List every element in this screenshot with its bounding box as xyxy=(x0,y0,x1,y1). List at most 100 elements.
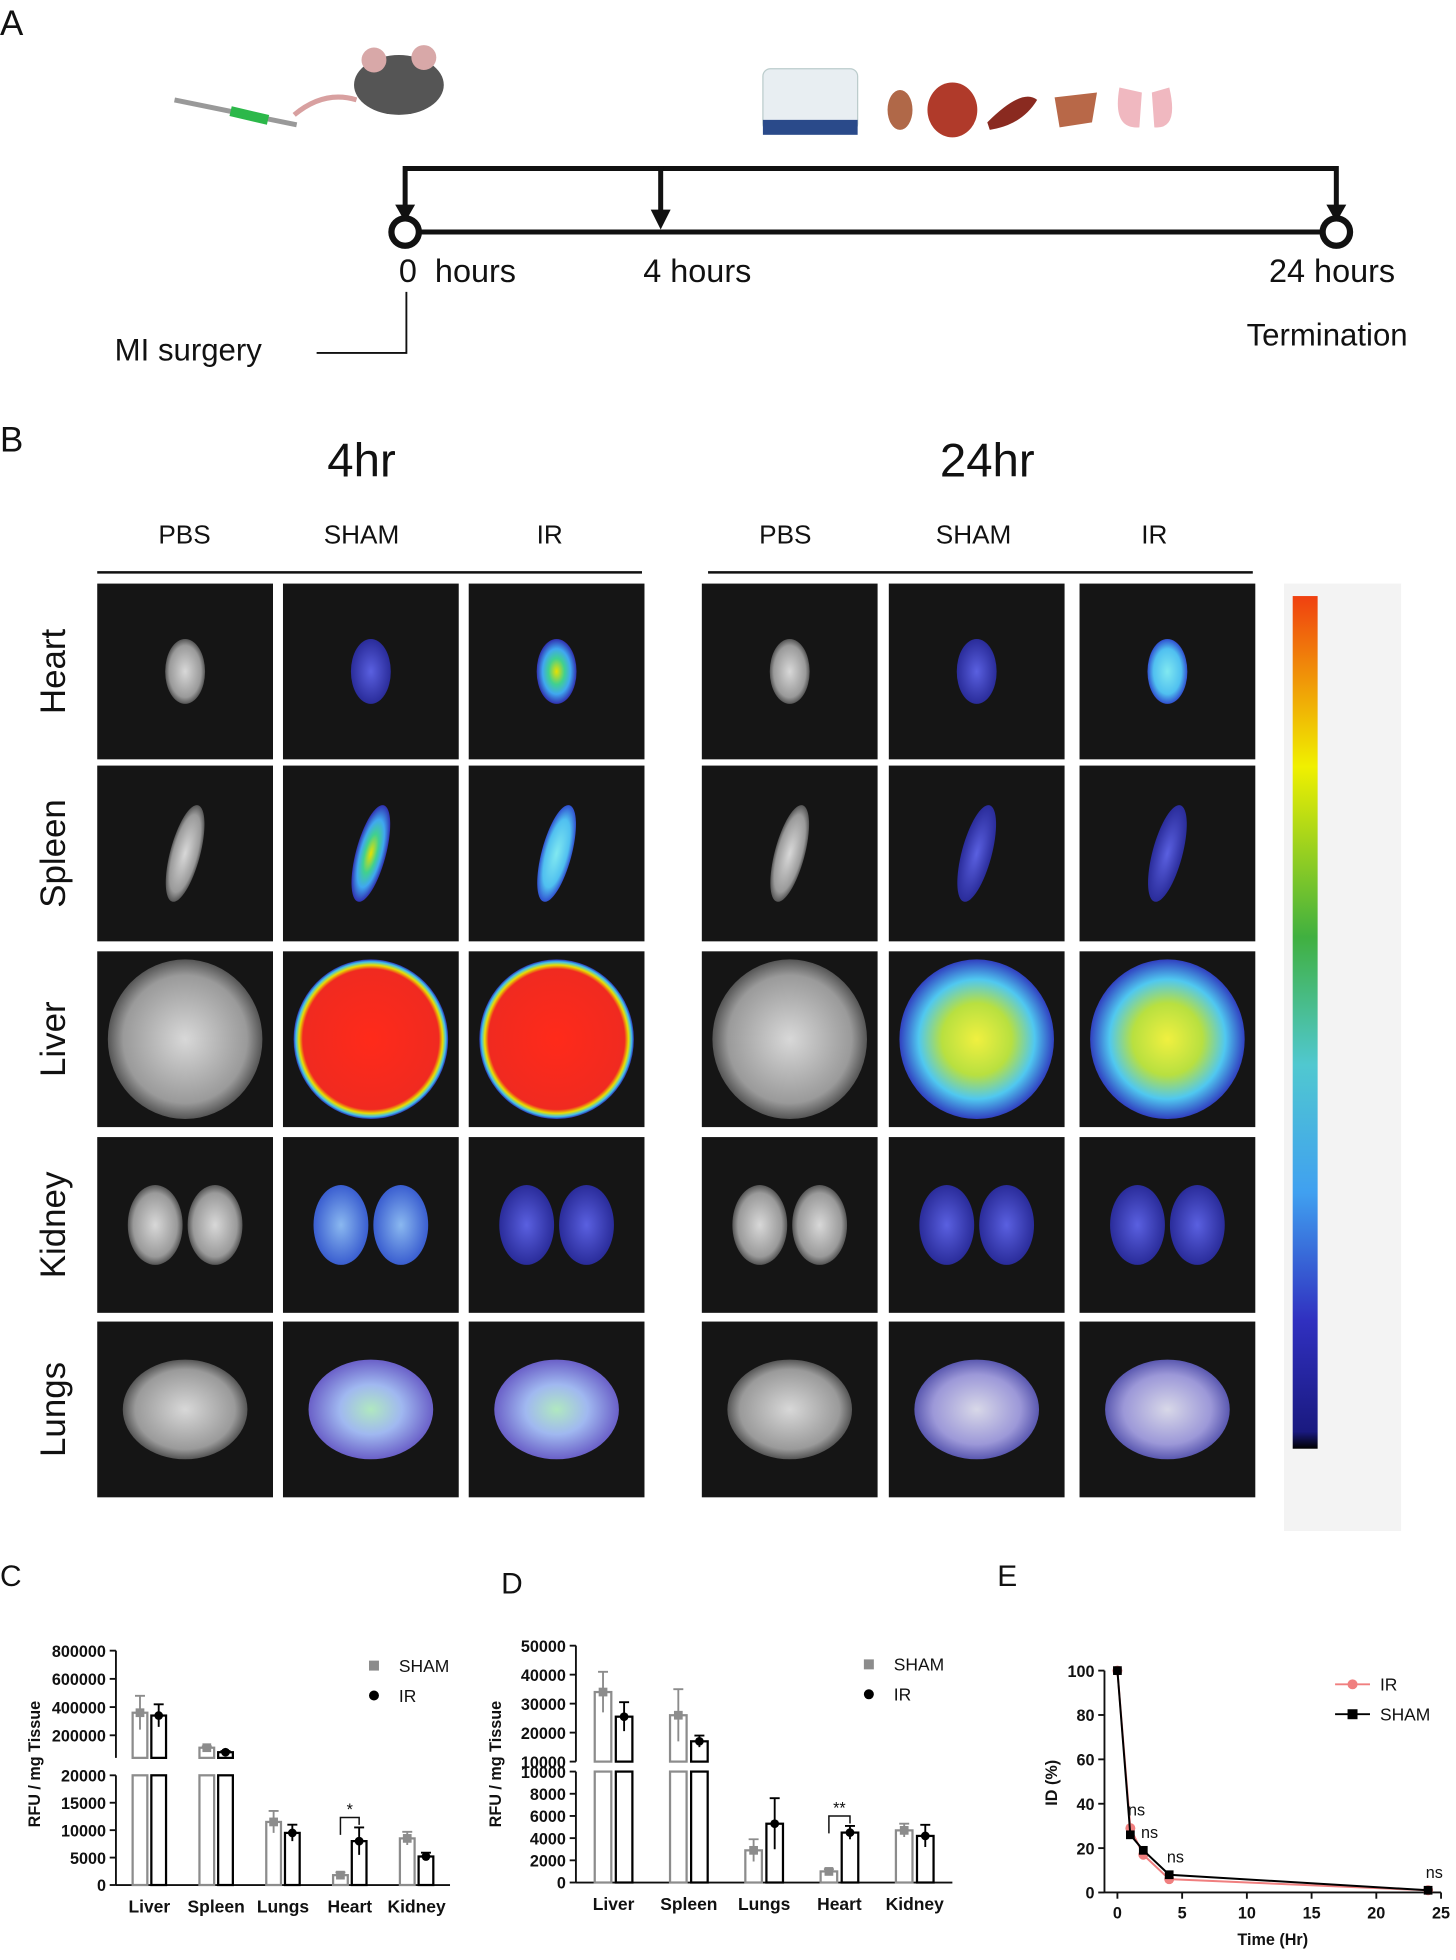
mean-marker xyxy=(269,1817,278,1827)
legend-marker xyxy=(368,1690,379,1701)
x-tick-label: Lungs xyxy=(257,1896,309,1916)
column-label: PBS xyxy=(158,520,210,550)
organ xyxy=(479,959,634,1119)
organ xyxy=(979,1185,1035,1265)
significance-label: ** xyxy=(833,1799,846,1817)
bar xyxy=(668,1770,688,1884)
organ xyxy=(899,959,1054,1119)
y-tick-label: 8000 xyxy=(530,1786,566,1804)
panel-label: A xyxy=(0,4,24,43)
y-tick-label: 40000 xyxy=(521,1667,566,1685)
organ xyxy=(165,805,205,902)
bar xyxy=(689,1770,709,1884)
y-tick-label: 20000 xyxy=(61,1768,106,1786)
organ xyxy=(1169,1185,1225,1265)
mean-marker xyxy=(402,1834,412,1843)
point xyxy=(1138,1845,1148,1855)
organ-image xyxy=(468,1137,645,1313)
significance-label: * xyxy=(347,1801,354,1819)
row-label: Liver xyxy=(34,1001,73,1077)
significance-bracket xyxy=(339,1816,360,1835)
x-tick-label: Spleen xyxy=(660,1894,717,1914)
x-tick-label: Kidney xyxy=(388,1896,446,1916)
charts: 0500010000150002000020000040000060000080… xyxy=(26,1638,1450,1949)
mean-marker xyxy=(354,1836,364,1846)
organ xyxy=(165,639,206,704)
organ xyxy=(293,959,449,1119)
x-tick-label: Heart xyxy=(327,1896,372,1916)
y-tick-label: 2000 xyxy=(530,1853,566,1871)
bar xyxy=(593,1770,613,1884)
organ xyxy=(1148,805,1187,902)
row-label: Lungs xyxy=(34,1362,73,1457)
y-tick-label: 0 xyxy=(97,1877,106,1895)
significance-label: ns xyxy=(1141,1824,1158,1842)
organ xyxy=(770,805,810,902)
x-axis-label: Time (Hr) xyxy=(1237,1931,1308,1949)
mean-marker xyxy=(154,1711,164,1720)
mean-marker xyxy=(287,1828,297,1838)
significance-label: ns xyxy=(1167,1848,1184,1866)
organ xyxy=(792,1185,848,1265)
organ xyxy=(127,1185,183,1265)
timeline-art xyxy=(174,45,1354,354)
mean-marker xyxy=(202,1743,212,1753)
y-tick-label: 200000 xyxy=(52,1728,106,1746)
organ xyxy=(187,1185,243,1265)
legend-label: IR xyxy=(1380,1675,1397,1695)
x-tick-label: 5 xyxy=(1178,1905,1187,1923)
point xyxy=(1125,1830,1135,1840)
panel-label: E xyxy=(997,1560,1017,1593)
mean-marker xyxy=(845,1828,855,1837)
organ-image xyxy=(888,1137,1065,1313)
column-label: SHAM xyxy=(324,520,400,550)
x-tick-label: Kidney xyxy=(886,1894,944,1914)
organ xyxy=(350,639,391,704)
organ xyxy=(122,1359,248,1460)
x-tick-label: Liver xyxy=(128,1896,170,1916)
point xyxy=(1164,1870,1174,1880)
row-label: Heart xyxy=(34,629,73,715)
mean-marker xyxy=(749,1845,758,1855)
significance-label: ns xyxy=(1128,1802,1145,1820)
organ xyxy=(351,805,391,902)
y-tick-label: 10000 xyxy=(61,1822,106,1840)
y-tick-label: 10000 xyxy=(521,1764,566,1782)
point xyxy=(1113,1666,1122,1675)
column-label: SHAM xyxy=(936,520,1012,550)
bar xyxy=(217,1774,234,1887)
y-tick-label: 5000 xyxy=(70,1850,106,1868)
legend-marker xyxy=(1347,1679,1358,1690)
y-axis-label: RFU / mg Tissue xyxy=(26,1701,44,1828)
bar xyxy=(131,1774,149,1887)
legend-label: IR xyxy=(399,1686,416,1706)
organ xyxy=(919,1185,975,1265)
mean-marker xyxy=(421,1852,431,1861)
mean-marker xyxy=(336,1870,345,1880)
organ xyxy=(769,639,810,704)
mean-marker xyxy=(824,1867,834,1876)
y-tick-label: 4000 xyxy=(530,1830,566,1848)
y-tick-label: 30000 xyxy=(521,1696,566,1714)
y-tick-label: 20 xyxy=(1076,1840,1094,1858)
mean-marker xyxy=(598,1687,608,1697)
x-tick-label: 10 xyxy=(1238,1905,1256,1923)
mean-marker xyxy=(899,1826,909,1835)
legend-marker xyxy=(1347,1709,1358,1720)
row-label: Spleen xyxy=(34,799,73,908)
bar xyxy=(614,1770,634,1884)
organ xyxy=(732,1185,788,1265)
y-tick-label: 20000 xyxy=(521,1725,566,1743)
organ xyxy=(1090,959,1245,1119)
y-tick-label: 40 xyxy=(1076,1796,1094,1814)
time-label: 0 hours xyxy=(399,253,516,289)
organ-image xyxy=(97,1137,273,1313)
x-tick-label: 0 xyxy=(1113,1905,1122,1923)
y-tick-label: 800000 xyxy=(52,1643,106,1661)
y-tick-label: 100 xyxy=(1067,1663,1094,1681)
organ xyxy=(1105,1359,1230,1460)
organ xyxy=(313,1185,369,1265)
y-tick-label: 600000 xyxy=(52,1671,106,1689)
